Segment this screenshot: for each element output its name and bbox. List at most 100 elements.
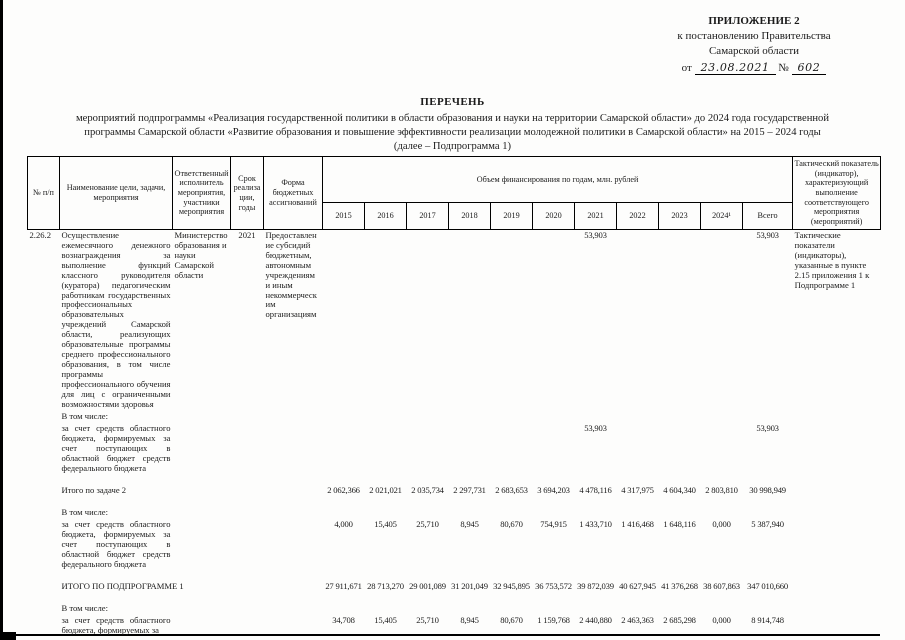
cell-2017: 25,710 (416, 614, 439, 625)
column-header-total: Всего (741, 201, 794, 230)
cell-2018: 8,945 (460, 614, 479, 625)
cell-tactical: Тактические показатели (индикаторы), ука… (794, 229, 870, 290)
cell-2024: 0,000 (712, 614, 731, 625)
column-header-form: Форма бюджетных ассигнований (263, 156, 323, 230)
cell-form (264, 497, 323, 519)
cell-2022: 1 416,468 (621, 518, 654, 529)
cell-2023 (659, 411, 701, 423)
cell-num (28, 615, 60, 637)
column-header-name: Наименование цели, задачи, мероприятия (59, 156, 173, 230)
cell-2022 (617, 229, 659, 411)
cell-total (743, 593, 793, 615)
table-row: Итого по задаче 2 2 062,366 2 021,021 2 035… (28, 475, 881, 497)
cell-2019: 80,670 (500, 614, 523, 625)
appendix-heading: ПРИЛОЖЕНИЕ 2 (708, 15, 800, 27)
cell-term (231, 475, 264, 497)
column-header-2021: 2021 (574, 201, 617, 230)
cell-2015: 4,000 (334, 518, 353, 529)
header-row-top: № п/п Наименование цели, задачи, меропри… (27, 156, 882, 230)
column-header-term: Срок реализации, годы (230, 156, 264, 230)
table-row: ИТОГО ПО ПОДПРОГРАММЕ 1 27 911,671 28 713,… (28, 571, 881, 593)
column-header-tactical: Тактический показатель (индикатор), хара… (792, 156, 882, 230)
cell-2018: 2 297,731 (453, 484, 486, 495)
cell-total: 8 914,748 (751, 614, 784, 625)
cell-2022 (617, 423, 659, 475)
cell-tactical (793, 423, 881, 475)
cell-2019: 32 945,895 (493, 580, 530, 591)
cell-2022 (617, 411, 659, 423)
table-row: за счет средств областного бюджета, форм… (28, 519, 881, 571)
column-header-2019: 2019 (490, 201, 533, 230)
cell-2019 (491, 497, 533, 519)
cell-num (28, 423, 60, 475)
scan-edge-corner (0, 632, 16, 640)
date-prefix: от (681, 61, 692, 74)
cell-term (231, 615, 264, 637)
title-line: (далее – Подпрограмма 1) (393, 140, 512, 152)
cell-total: 5 387,940 (751, 518, 784, 529)
cell-term (231, 497, 264, 519)
cell-tactical (793, 411, 881, 423)
cell-2024 (701, 593, 743, 615)
cell-form (264, 411, 323, 423)
cell-tactical (793, 475, 881, 497)
cell-name: В том числе: (61, 506, 108, 517)
cell-2016: 28 713,270 (367, 580, 404, 591)
table-body: 2.26.2 Осуществление ежемесячного денежно… (28, 229, 881, 636)
cell-form: Предоставление субсидий бюджетным, автон… (265, 229, 317, 320)
cell-2020: 3 694,203 (537, 484, 570, 495)
column-header-funding: Объем финансирования по годам, млн. рубл… (321, 156, 794, 203)
cell-2021: 1 433,710 (579, 518, 612, 529)
cell-2023 (659, 497, 701, 519)
cell-total (743, 411, 793, 423)
column-header-2017: 2017 (406, 201, 449, 230)
cell-tactical (793, 519, 881, 571)
cell-total: 53,903 (756, 423, 779, 434)
cell-tactical (793, 571, 881, 593)
cell-2017: 25,710 (416, 518, 439, 529)
cell-2024 (701, 229, 743, 411)
cell-tactical (793, 593, 881, 615)
cell-2024 (701, 423, 743, 475)
cell-2017 (407, 229, 449, 411)
cell-2023: 2 685,298 (663, 614, 696, 625)
cell-2019 (491, 229, 533, 411)
cell-form (264, 475, 323, 497)
appendix-line: Самарской области (708, 44, 800, 57)
cell-2018 (449, 229, 491, 411)
cell-2018 (449, 423, 491, 475)
column-header-2024: 2024¹ (700, 201, 743, 230)
cell-name: за счет средств областного бюджета, форм… (61, 518, 171, 569)
cell-2020 (533, 423, 575, 475)
cell-2016 (365, 593, 407, 615)
cell-form (264, 423, 323, 475)
cell-form (264, 615, 323, 637)
cell-2017 (407, 423, 449, 475)
cell-2023: 1 648,116 (663, 518, 696, 529)
column-header-2022: 2022 (616, 201, 659, 230)
appendix-line: к постановлению Правительства (677, 29, 831, 42)
cell-term (231, 571, 264, 593)
cell-responsible (173, 593, 231, 615)
cell-2016 (365, 229, 407, 411)
page-title: ПЕРЕЧЕНЬ (420, 96, 485, 108)
cell-responsible (173, 519, 231, 571)
table-row: 2.26.2 Осуществление ежемесячного денежно… (28, 229, 881, 411)
cell-2018: 8,945 (460, 518, 479, 529)
table-header: № п/п Наименование цели, задачи, меропри… (27, 156, 882, 230)
cell-2022 (617, 497, 659, 519)
cell-responsible (173, 497, 231, 519)
cell-term: 2021 (238, 229, 256, 240)
cell-2023 (659, 229, 701, 411)
cell-2015: 27 911,671 (325, 580, 362, 591)
cell-total: 53,903 (756, 229, 779, 240)
cell-name: Итого по задаче 2 (61, 484, 127, 495)
column-header-2016: 2016 (364, 201, 407, 230)
cell-total: 347 010,660 (747, 580, 788, 591)
cell-form (264, 571, 323, 593)
cell-2018 (449, 593, 491, 615)
cell-2022 (617, 593, 659, 615)
cell-2022: 4 317,975 (621, 484, 654, 495)
table-row: В том числе: (28, 497, 881, 519)
